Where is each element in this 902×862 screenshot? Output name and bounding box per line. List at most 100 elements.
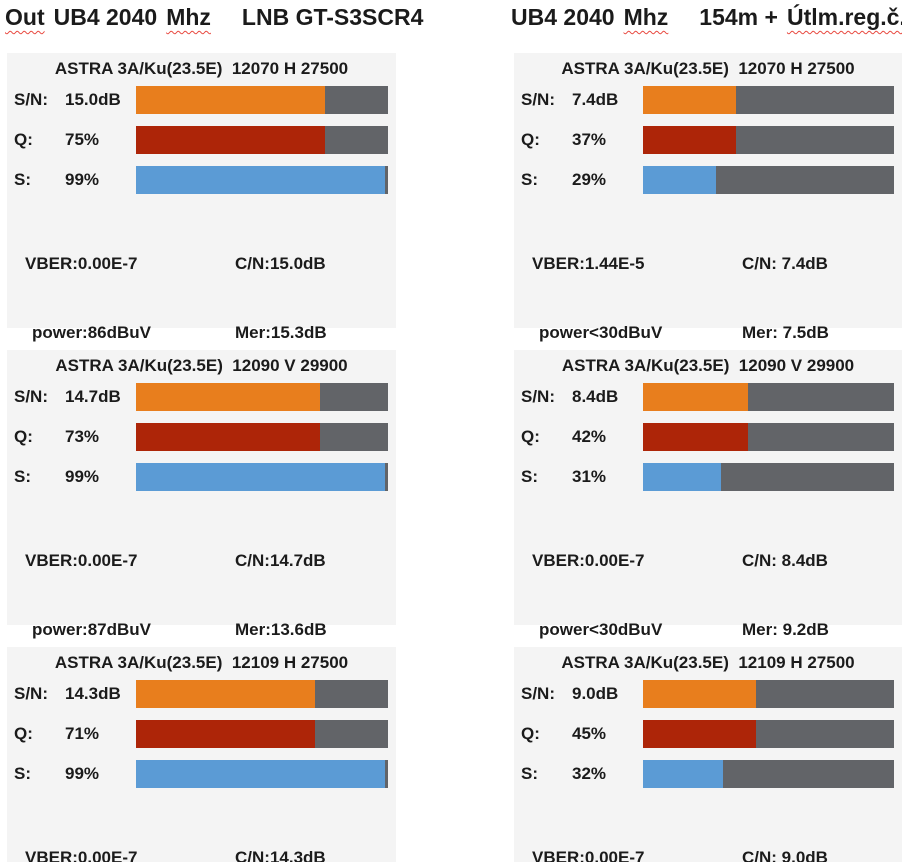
sn-row: S/N: 9.0dB: [514, 680, 902, 708]
power-value: power<30dBuV: [539, 620, 663, 639]
stats-block: VBER:0.00E-7 power:87dBuV C/N:14.7dB Mer…: [7, 503, 396, 687]
sn-row: S/N: 14.3dB: [7, 680, 396, 708]
quality-row: Q: 75%: [7, 126, 396, 154]
measurement-panel: ASTRA 3A/Ku(23.5E) 12109 H 27500 S/N: 14…: [7, 647, 396, 862]
signal-label: S:: [14, 764, 31, 783]
cn-value: C/N:14.7dB: [235, 551, 326, 570]
sn-value: 8.4dB: [572, 387, 619, 406]
measurement-panel: ASTRA 3A/Ku(23.5E) 12109 H 27500 S/N: 9.…: [514, 647, 902, 862]
header-word: Out: [5, 4, 45, 30]
mer-value: Mer:13.6dB: [235, 620, 327, 639]
quality-row: Q: 42%: [514, 423, 902, 451]
vber-value: VBER:1.44E-5: [532, 254, 645, 273]
sn-label: S/N:: [521, 387, 555, 406]
quality-value: 42%: [572, 427, 607, 446]
cn-value: C/N: 8.4dB: [742, 551, 828, 570]
signal-value: 99%: [65, 170, 100, 189]
sn-bar-fill: [643, 680, 756, 708]
signal-row: S: 99%: [7, 760, 396, 788]
header-left: Out UB4 2040 Mhz LNB GT-S3SCR4: [5, 4, 423, 31]
quality-bar: [136, 126, 388, 154]
sn-bar-fill: [643, 383, 749, 411]
sn-label: S/N:: [521, 90, 555, 109]
header-word: Mhz: [623, 4, 669, 30]
vber-value: VBER:0.00E-7: [25, 848, 138, 862]
panel-title: ASTRA 3A/Ku(23.5E) 12070 H 27500: [54, 59, 349, 78]
signal-bar: [136, 166, 388, 194]
quality-row: Q: 45%: [514, 720, 902, 748]
cn-value: C/N:15.0dB: [235, 254, 326, 273]
quality-bar: [136, 720, 388, 748]
quality-bar-fill: [643, 423, 749, 451]
measurement-panel: ASTRA 3A/Ku(23.5E) 12090 V 29900 S/N: 14…: [7, 350, 396, 639]
measurement-panel: ASTRA 3A/Ku(23.5E) 12090 V 29900 S/N: 8.…: [514, 350, 902, 639]
bar-rows: S/N: 9.0dB Q: 45% S: 32%: [514, 680, 902, 788]
signal-bar: [643, 166, 894, 194]
signal-bar: [136, 760, 388, 788]
quality-label: Q:: [14, 724, 33, 743]
sn-bar-fill: [643, 86, 736, 114]
cn-value: C/N: 9.0dB: [742, 848, 828, 862]
sn-value: 15.0dB: [65, 90, 121, 109]
signal-value: 31%: [572, 467, 607, 486]
sn-row: S/N: 8.4dB: [514, 383, 902, 411]
sn-label: S/N:: [521, 684, 555, 703]
quality-value: 75%: [65, 130, 100, 149]
signal-label: S:: [14, 467, 31, 486]
panel-title: ASTRA 3A/Ku(23.5E) 12109 H 27500: [561, 653, 855, 672]
quality-label: Q:: [521, 130, 540, 149]
bar-rows: S/N: 14.3dB Q: 71% S: 99%: [7, 680, 396, 788]
stats-block: VBER:0.00E-7 power:87dBuV C/N:14.3dB Mer…: [7, 800, 396, 862]
signal-label: S:: [521, 467, 538, 486]
header-right: UB4 2040 Mhz 154m + Útlm.reg.č.: [511, 4, 902, 31]
quality-bar-fill: [136, 423, 320, 451]
power-value: power<30dBuV: [539, 323, 663, 342]
bar-rows: S/N: 14.7dB Q: 73% S: 99%: [7, 383, 396, 491]
quality-row: Q: 71%: [7, 720, 396, 748]
measurement-panel: ASTRA 3A/Ku(23.5E) 12070 H 27500 S/N: 7.…: [514, 53, 902, 342]
sn-value: 14.3dB: [65, 684, 121, 703]
sn-bar: [136, 383, 388, 411]
vber-value: VBER:0.00E-7: [25, 254, 138, 273]
header-word: UB4 2040: [53, 4, 158, 30]
sn-bar: [136, 86, 388, 114]
cn-value: C/N: 7.4dB: [742, 254, 828, 273]
signal-label: S:: [521, 170, 538, 189]
bar-rows: S/N: 8.4dB Q: 42% S: 31%: [514, 383, 902, 491]
panel-title: ASTRA 3A/Ku(23.5E) 12090 V 29900: [55, 356, 348, 375]
signal-row: S: 32%: [514, 760, 902, 788]
signal-value: 99%: [65, 467, 100, 486]
quality-value: 71%: [65, 724, 100, 743]
signal-bar-fill: [136, 166, 386, 194]
signal-value: 99%: [65, 764, 100, 783]
quality-bar: [136, 423, 388, 451]
signal-bar: [643, 463, 894, 491]
sn-label: S/N:: [14, 387, 48, 406]
signal-bar: [643, 760, 894, 788]
sn-value: 9.0dB: [572, 684, 619, 703]
header-word: 154m +: [699, 4, 778, 30]
bar-rows: S/N: 7.4dB Q: 37% S: 29%: [514, 86, 902, 194]
stats-block: VBER:1.44E-5 power<30dBuV C/N: 7.4dB Mer…: [514, 206, 902, 390]
stats-block: VBER:0.00E-7 power:86dBuV C/N:15.0dB Mer…: [7, 206, 396, 390]
signal-row: S: 99%: [7, 166, 396, 194]
sn-row: S/N: 7.4dB: [514, 86, 902, 114]
cn-value: C/N:14.3dB: [235, 848, 326, 862]
signal-bar-fill: [136, 463, 386, 491]
signal-bar: [136, 463, 388, 491]
sn-label: S/N:: [14, 90, 48, 109]
header-word: UB4 2040: [511, 4, 615, 30]
signal-label: S:: [14, 170, 31, 189]
signal-bar-fill: [643, 166, 716, 194]
panel-title: ASTRA 3A/Ku(23.5E) 12090 V 29900: [561, 356, 855, 375]
sn-bar: [643, 383, 894, 411]
quality-bar-fill: [643, 126, 736, 154]
bar-rows: S/N: 15.0dB Q: 75% S: 99%: [7, 86, 396, 194]
signal-bar-fill: [643, 760, 724, 788]
signal-bar-fill: [643, 463, 721, 491]
mer-value: Mer: 9.2dB: [742, 620, 829, 639]
stats-block: VBER:0.00E-7 power<30dBuV C/N: 9.0dB Mer…: [514, 800, 902, 862]
quality-label: Q:: [521, 427, 540, 446]
sn-row: S/N: 14.7dB: [7, 383, 396, 411]
quality-row: Q: 37%: [514, 126, 902, 154]
